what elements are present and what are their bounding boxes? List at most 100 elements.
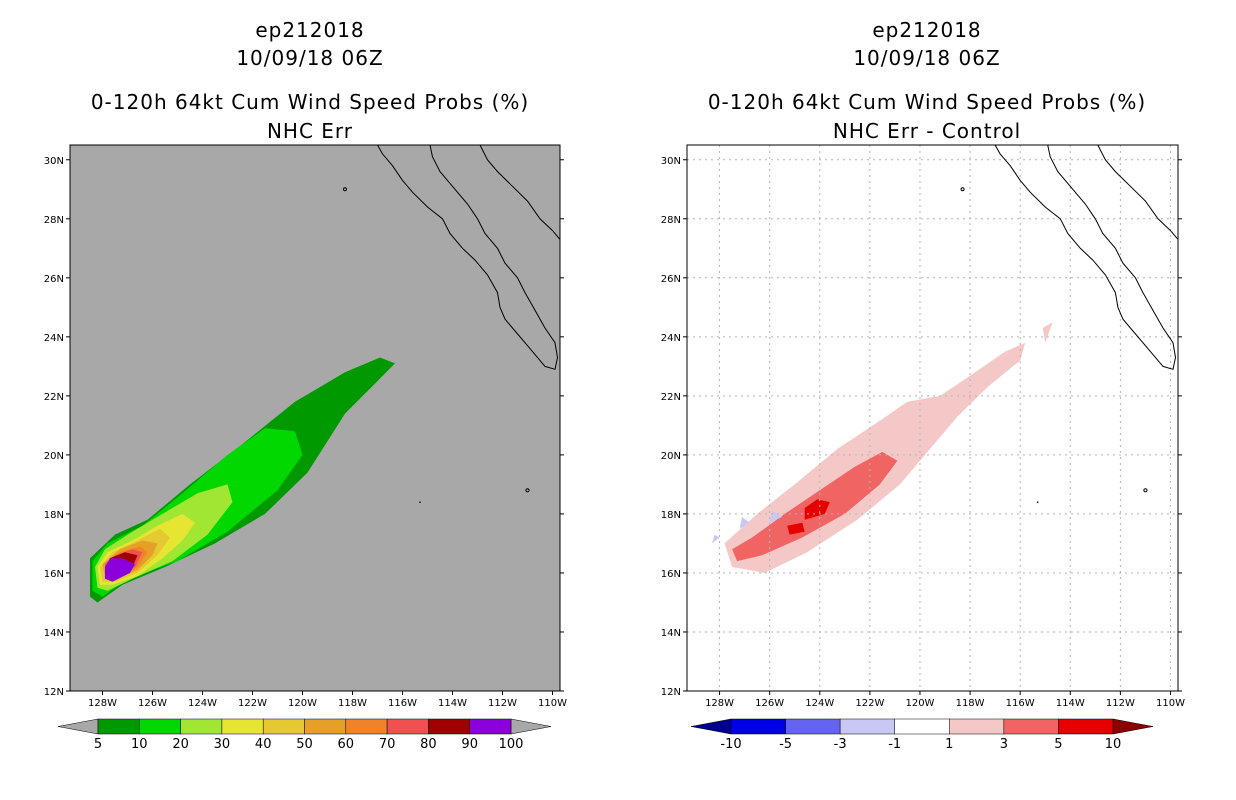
x-tick-label: 112W xyxy=(1106,698,1135,709)
y-tick-label: 24N xyxy=(661,333,681,344)
x-tick-label: 122W xyxy=(855,698,884,709)
contour-1-to-3-ne-patch- xyxy=(1042,322,1053,343)
colorbar-label: 40 xyxy=(255,737,272,752)
x-tick-label: 110W xyxy=(1156,698,1185,709)
colorbar-low-arrow xyxy=(57,718,99,735)
island-marker xyxy=(1036,501,1039,503)
island-marker xyxy=(1143,488,1148,493)
island-marker xyxy=(419,501,421,503)
left-storm-id: ep212018 xyxy=(255,18,365,42)
left-chart-subtitle: NHC Err xyxy=(266,119,354,143)
y-tick-label: 20N xyxy=(661,451,681,462)
colorbar-label: 50 xyxy=(296,737,313,752)
x-tick-label: 112W xyxy=(488,698,517,709)
y-tick-label: 18N xyxy=(44,510,64,521)
colorbar-swatch xyxy=(262,718,305,735)
left-chart-title: 0-120h 64kt Cum Wind Speed Probs (%) xyxy=(90,90,530,114)
y-tick-label: 16N xyxy=(44,569,64,580)
colorbar-swatch xyxy=(949,718,1005,735)
y-tick-label: 26N xyxy=(661,274,681,285)
contour-5-to-10 xyxy=(804,499,830,520)
x-tick-label: 124W xyxy=(188,698,217,709)
mainland-coastline xyxy=(479,144,561,240)
colorbar-label: -10 xyxy=(720,737,741,752)
colorbar-label: 80 xyxy=(420,737,437,752)
colorbar-low-arrow xyxy=(690,718,732,735)
colorbar-swatch xyxy=(730,718,786,735)
colorbar-swatch xyxy=(139,718,181,735)
y-tick-label: 20N xyxy=(44,451,64,462)
island-marker xyxy=(525,488,530,493)
mainland-coastline xyxy=(1097,144,1179,240)
y-tick-label: 22N xyxy=(44,392,64,403)
colorbar-swatch xyxy=(345,718,388,735)
colorbar-high-arrow xyxy=(1112,718,1154,735)
y-tick-label: 28N xyxy=(661,215,681,226)
right-difference-map: 12N 14N 16N 18N 20N 22N 24N 26N 28N 30N 128W 126W 12… xyxy=(661,144,1185,752)
contour-5-to-10-b- xyxy=(787,522,805,535)
colorbar-label: -5 xyxy=(779,737,792,752)
colorbar-swatch xyxy=(428,718,470,735)
colorbar-swatch xyxy=(785,718,841,735)
contour--3-to-1-b- xyxy=(739,516,750,529)
colorbar-swatch xyxy=(469,718,512,735)
colorbar-swatch xyxy=(221,718,264,735)
colorbar-label: 90 xyxy=(461,737,478,752)
right-datetime: 10/09/18 06Z xyxy=(853,46,1001,70)
contour-90-100- xyxy=(105,558,135,582)
colorbar-label: 30 xyxy=(214,737,231,752)
y-tick-label: 24N xyxy=(44,333,64,344)
colorbar-label: 10 xyxy=(1105,737,1122,752)
colorbar-label: 70 xyxy=(379,737,396,752)
right-storm-id: ep212018 xyxy=(872,18,982,42)
x-tick-label: 116W xyxy=(388,698,417,709)
colorbar-swatch xyxy=(894,718,950,735)
contour--3-to-1-c- xyxy=(712,534,720,544)
colorbar-label: -1 xyxy=(888,737,901,752)
colorbar-label: 1 xyxy=(945,737,953,752)
colorbar-label: 60 xyxy=(338,737,355,752)
x-tick-label: 126W xyxy=(138,698,167,709)
colorbar-label: 5 xyxy=(94,737,102,752)
plot-frame xyxy=(69,144,561,692)
colorbar-high-arrow xyxy=(510,718,552,735)
x-tick-label: 124W xyxy=(805,698,834,709)
baja-coastline xyxy=(377,144,559,370)
colorbar-swatch xyxy=(386,718,429,735)
x-tick-label: 118W xyxy=(956,698,985,709)
x-tick-label: 122W xyxy=(238,698,267,709)
colorbar-label: 100 xyxy=(499,737,524,752)
baja-coastline xyxy=(994,144,1177,370)
colorbar-swatch xyxy=(1058,718,1114,735)
colorbar-label: -3 xyxy=(834,737,847,752)
x-tick-label: 118W xyxy=(338,698,367,709)
x-tick-label: 114W xyxy=(438,698,467,709)
y-tick-label: 16N xyxy=(661,569,681,580)
colorbar-label: 3 xyxy=(1000,737,1008,752)
right-chart-title: 0-120h 64kt Cum Wind Speed Probs (%) xyxy=(707,90,1147,114)
x-tick-label: 110W xyxy=(538,698,567,709)
y-tick-label: 22N xyxy=(661,392,681,403)
plot-frame xyxy=(686,144,1179,692)
x-tick-label: 116W xyxy=(1006,698,1035,709)
y-tick-label: 12N xyxy=(44,687,64,698)
x-tick-label: 120W xyxy=(288,698,317,709)
left-probability-map: 12N 14N 16N 18N 20N 22N 24N 26N 28N 30N 128W 126W 12… xyxy=(44,144,567,752)
x-tick-label: 120W xyxy=(905,698,934,709)
y-tick-label: 26N xyxy=(44,274,64,285)
y-tick-label: 30N xyxy=(661,156,681,167)
colorbar-label: 10 xyxy=(131,737,148,752)
colorbar-swatch xyxy=(304,718,347,735)
x-tick-label: 128W xyxy=(88,698,117,709)
x-tick-label: 126W xyxy=(755,698,784,709)
y-tick-label: 14N xyxy=(44,628,64,639)
island-marker xyxy=(960,187,965,192)
colorbar-label: 20 xyxy=(172,737,189,752)
y-tick-label: 30N xyxy=(44,156,64,167)
colorbar-label: 5 xyxy=(1054,737,1062,752)
y-tick-label: 12N xyxy=(661,687,681,698)
colorbar-swatch xyxy=(839,718,895,735)
x-tick-label: 114W xyxy=(1056,698,1085,709)
colorbar-swatch xyxy=(180,718,223,735)
y-tick-label: 28N xyxy=(44,215,64,226)
